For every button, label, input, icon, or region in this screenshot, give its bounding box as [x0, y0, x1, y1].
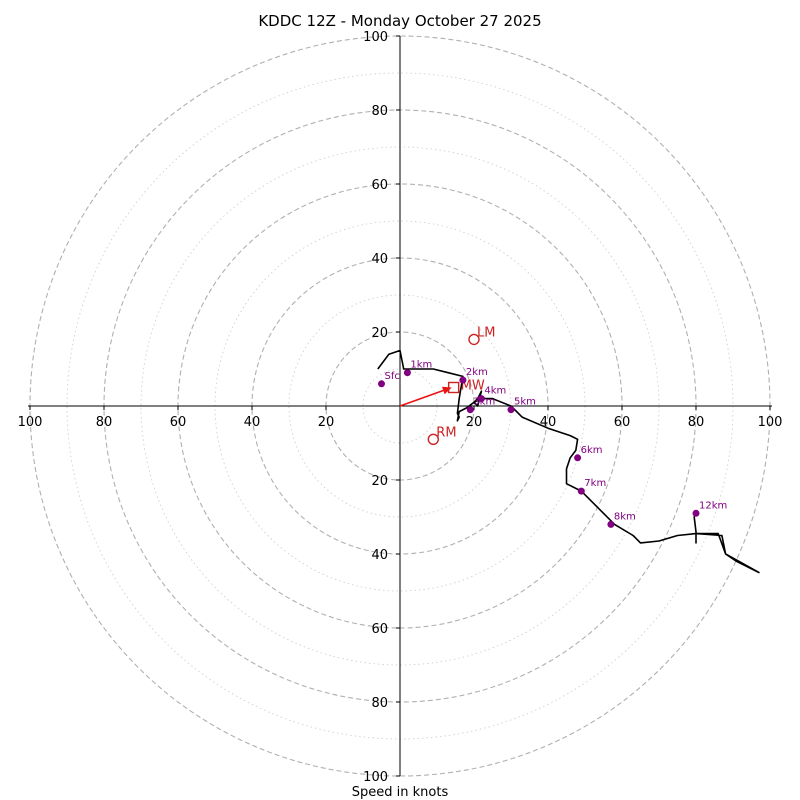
x-tick-label: 100: [758, 415, 783, 430]
height-marker-label: 2km: [466, 367, 488, 378]
x-tick-label: 60: [170, 415, 187, 430]
mean-wind-label: MW: [461, 379, 485, 394]
height-marker-label: 7km: [584, 478, 606, 489]
y-tick-label: 20: [371, 326, 388, 341]
height-marker-label: 3km: [473, 397, 495, 408]
x-axis-label: Speed in knots: [352, 785, 449, 800]
height-marker-point: [459, 376, 467, 384]
y-tick-label: 80: [371, 104, 388, 119]
y-tick-label: 100: [363, 30, 388, 45]
y-tick-label: 40: [371, 252, 388, 267]
height-marker-point: [692, 509, 700, 517]
x-tick-label: 80: [96, 415, 113, 430]
lm-label: LM: [477, 325, 495, 340]
height-marker-label: 4km: [484, 386, 506, 397]
y-tick-label: 60: [371, 622, 388, 637]
x-tick-label: 20: [318, 415, 335, 430]
height-marker-point: [574, 454, 582, 462]
x-tick-label: 20: [466, 415, 483, 430]
height-marker-label: 12km: [699, 500, 727, 511]
y-tick-label: 20: [371, 474, 388, 489]
x-tick-label: 80: [688, 415, 705, 430]
height-marker-point: [403, 369, 411, 377]
y-tick-label: 100: [363, 770, 388, 785]
chart-title: KDDC 12Z - Monday October 27 2025: [258, 12, 541, 30]
y-tick-label: 40: [371, 548, 388, 563]
mean-wind-marker: [447, 381, 460, 394]
axis-ticks: 100 80 60 40 20 20 40 60 80 100100806040202040608…: [18, 30, 783, 785]
height-marker-label: 8km: [614, 511, 636, 522]
y-tick-label: 80: [371, 696, 388, 711]
x-tick-label: 40: [244, 415, 261, 430]
hodograph-trace: [377, 349, 760, 574]
height-marker-label: Sfc: [385, 371, 400, 382]
rm-label: RM: [436, 425, 456, 440]
storm-motion-group: MW RM LM: [399, 325, 495, 445]
height-marker-point: [577, 487, 585, 495]
height-marker-point: [477, 395, 485, 403]
height-marker-point: [607, 520, 615, 528]
x-tick-label: 60: [614, 415, 631, 430]
height-marker-label: 6km: [581, 445, 603, 456]
shear-vector: [399, 389, 444, 407]
rm-marker: [427, 433, 439, 445]
height-marker-label: 5km: [514, 397, 536, 408]
x-tick-label: 100: [18, 415, 43, 430]
height-marker-point: [507, 406, 515, 414]
height-marker-point: [378, 380, 385, 388]
y-tick-label: 60: [371, 178, 388, 193]
lm-marker: [468, 333, 480, 346]
height-marker-label: 1km: [410, 360, 432, 371]
height-marker-point: [466, 406, 474, 414]
